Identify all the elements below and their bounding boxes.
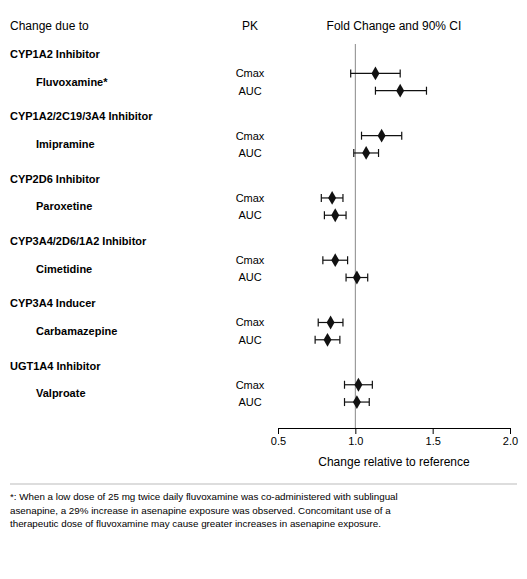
error-cap: [342, 318, 343, 326]
point-estimate: [328, 191, 336, 205]
drug-label: Cimetidine: [36, 263, 92, 275]
tick: 0.5: [271, 428, 286, 447]
group-label: CYP1A2/2C19/3A4 Inhibitor: [10, 110, 153, 122]
error-cap: [369, 398, 370, 406]
point-estimate: [378, 129, 386, 143]
error-cap: [426, 87, 427, 95]
error-cap: [315, 336, 316, 344]
footnote-line: *: When a low dose of 25 mg twice daily …: [10, 491, 398, 502]
chart: Change due to PK Fold Change and 90% CI CYP…: [0, 0, 527, 579]
point-estimate: [327, 316, 335, 330]
error-cap: [318, 318, 319, 326]
tick-label: 0.5: [271, 435, 286, 447]
pk-label: AUC: [238, 271, 261, 283]
tick-mark: [433, 428, 434, 434]
point-estimate: [353, 271, 361, 285]
tick-label: 1.0: [348, 435, 363, 447]
point-estimate: [371, 67, 379, 81]
error-cap: [361, 132, 362, 140]
drug-label: Paroxetine: [36, 200, 92, 212]
tick-mark: [355, 428, 356, 434]
column-header: Fold Change and 90% CI: [327, 19, 462, 33]
error-cap: [353, 149, 354, 157]
tick-mark: [278, 428, 279, 434]
error-cap: [321, 194, 322, 202]
footnote-line: asenapine, a 29% increase in asenapine e…: [10, 505, 391, 516]
point-estimate: [354, 378, 362, 392]
drug-label: Imipramine: [36, 138, 95, 150]
point-estimate: [353, 395, 361, 409]
pk-label: Cmax: [236, 316, 265, 328]
pk-label: Cmax: [236, 254, 265, 266]
error-cap: [344, 381, 345, 389]
pk-label: Cmax: [236, 192, 265, 204]
group-label: CYP3A4/2D6/1A2 Inhibitor: [10, 235, 147, 247]
error-cap: [324, 211, 325, 219]
error-cap: [372, 381, 373, 389]
separator: [10, 484, 517, 485]
error-cap: [350, 69, 351, 77]
point-estimate: [362, 146, 370, 160]
tick-mark: [510, 428, 511, 434]
pk-label: AUC: [238, 209, 261, 221]
tick-label: 1.5: [426, 435, 441, 447]
tick: 2.0: [503, 428, 518, 447]
group-label: UGT1A4 Inhibitor: [10, 360, 101, 372]
group-label: CYP1A2 Inhibitor: [10, 48, 101, 60]
pk-label: AUC: [238, 147, 261, 159]
axis-title: Change relative to reference: [318, 455, 470, 469]
error-cap: [345, 274, 346, 282]
group-label: CYP3A4 Inducer: [10, 297, 96, 309]
error-cap: [367, 274, 368, 282]
error-cap: [322, 256, 323, 264]
pk-label: Cmax: [236, 130, 265, 142]
row-labels: CYP1A2 Inhibitor Fluvoxamine* Cmax AUC CYP1A…: [10, 48, 265, 408]
point-estimate: [331, 208, 339, 222]
pk-label: Cmax: [236, 67, 265, 79]
error-cap: [342, 194, 343, 202]
marks: [315, 44, 426, 428]
pk-label: AUC: [238, 396, 261, 408]
error-cap: [400, 69, 401, 77]
error-cap: [345, 211, 346, 219]
error-cap: [375, 87, 376, 95]
drug-label: Carbamazepine: [36, 325, 117, 337]
point-estimate: [331, 253, 339, 267]
reference-line: [355, 44, 356, 428]
error-cap: [347, 256, 348, 264]
axis-line: [279, 429, 511, 435]
footnote-line: therapeutic dose of fluvoxamine may caus…: [10, 518, 381, 529]
error-cap: [344, 398, 345, 406]
drug-label: Fluvoxamine*: [36, 76, 108, 88]
column-header: Change due to: [10, 19, 89, 33]
point-estimate: [324, 333, 332, 347]
drug-label: Valproate: [36, 387, 86, 399]
tick: 1.0: [348, 428, 363, 447]
error-cap: [339, 336, 340, 344]
column-header: PK: [242, 19, 258, 33]
error-cap: [378, 149, 379, 157]
error-cap: [401, 132, 402, 140]
pk-label: Cmax: [236, 379, 265, 391]
tick: 1.5: [426, 428, 441, 447]
point-estimate: [396, 84, 404, 98]
pk-label: AUC: [238, 85, 261, 97]
tick-label: 2.0: [503, 435, 518, 447]
pk-label: AUC: [238, 334, 261, 346]
footnote: *: When a low dose of 25 mg twice daily …: [10, 491, 398, 529]
x-axis: 0.5 1.0 1.5 2.0: [271, 428, 518, 447]
group-label: CYP2D6 Inhibitor: [10, 173, 101, 185]
